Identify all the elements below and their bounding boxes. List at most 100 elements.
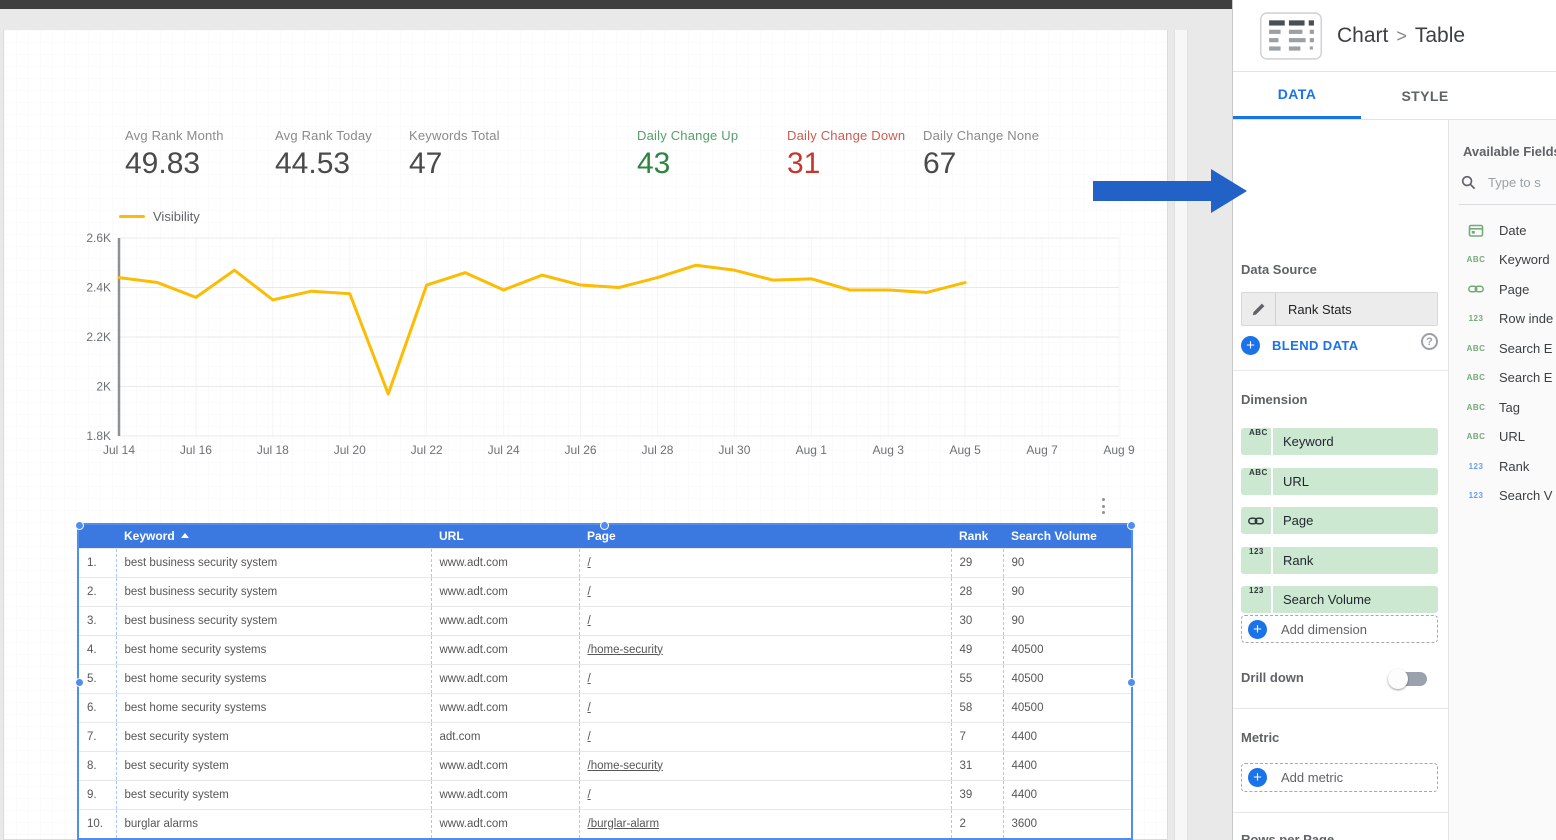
- tab-style[interactable]: STYLE: [1401, 87, 1449, 104]
- scorecard[interactable]: Daily Change None 67: [923, 128, 1073, 181]
- number-type-icon: 123: [1249, 586, 1264, 595]
- svg-text:2K: 2K: [96, 380, 111, 394]
- page-link[interactable]: /home-security: [587, 759, 663, 772]
- help-icon[interactable]: ?: [1421, 333, 1438, 350]
- rows-per-page-label: Rows per Page: [1241, 832, 1335, 840]
- page-cell[interactable]: /: [578, 721, 951, 751]
- panel-data-column: Data Source Rank Stats + BLEND DATA ? Di…: [1233, 120, 1448, 840]
- scorecard[interactable]: Avg Rank Today 44.53: [275, 128, 425, 181]
- plus-icon: +: [1248, 768, 1267, 787]
- page-link[interactable]: /: [587, 701, 591, 714]
- field-item-search-e[interactable]: ABC Search E: [1463, 336, 1553, 360]
- page-cell[interactable]: /: [578, 547, 951, 577]
- available-fields-panel: Available Fields Date ABC Keyword Page 123 Ro…: [1448, 120, 1556, 840]
- page-link[interactable]: /: [587, 614, 591, 627]
- page-cell[interactable]: /: [578, 605, 951, 635]
- dimension-section-label: Dimension: [1241, 392, 1308, 407]
- add-dimension-button[interactable]: + Add dimension: [1241, 615, 1438, 643]
- field-label: Date: [1499, 222, 1527, 238]
- dimension-chip-page[interactable]: Page: [1241, 507, 1438, 534]
- chip-label: Search Volume: [1273, 586, 1438, 613]
- scorecard-label: Keywords Total: [409, 128, 500, 143]
- page-cell[interactable]: /burglar-alarm: [578, 808, 951, 838]
- dimension-chip-url[interactable]: ABC URL: [1241, 467, 1438, 495]
- selection-handle-mid-right[interactable]: [1127, 678, 1136, 687]
- page-link[interactable]: /: [587, 556, 591, 569]
- column-header-page[interactable]: Page: [579, 525, 951, 548]
- panel-header: Chart > Table: [1233, 0, 1556, 72]
- selection-handle-mid-left[interactable]: [75, 678, 84, 687]
- field-search-input[interactable]: [1486, 174, 1556, 191]
- scorecard-label: Daily Change Up: [637, 128, 739, 143]
- sort-ascending-icon: [180, 533, 189, 539]
- page-cell[interactable]: /home-security: [578, 750, 951, 780]
- page-link[interactable]: /burglar-alarm: [587, 817, 660, 830]
- page-cell[interactable]: /: [578, 779, 951, 809]
- field-item-row-inde[interactable]: 123 Row inde: [1463, 307, 1554, 331]
- dimension-chip-search-volume[interactable]: 123 Search Volume: [1241, 586, 1438, 613]
- page-link[interactable]: /home-security: [587, 643, 663, 656]
- drill-down-label: Drill down: [1241, 670, 1304, 685]
- column-header-rank[interactable]: Rank: [951, 525, 1003, 548]
- report-canvas[interactable]: Avg Rank Month 49.83 Avg Rank Today 44.53 Ke…: [3, 30, 1168, 840]
- scorecard[interactable]: Avg Rank Month 49.83: [125, 128, 275, 181]
- page-link[interactable]: /: [587, 788, 591, 801]
- drill-down-toggle[interactable]: [1388, 669, 1427, 689]
- svg-text:Aug 1: Aug 1: [796, 443, 828, 457]
- field-item-page[interactable]: Page: [1463, 277, 1529, 301]
- page-link[interactable]: /: [587, 730, 591, 743]
- row-number: 6.: [79, 692, 116, 722]
- rank-data-table[interactable]: Keyword URL Page Rank Search Volume 1. best bu…: [77, 523, 1133, 840]
- text-type-icon: ABC: [1466, 373, 1486, 382]
- page-link[interactable]: /: [587, 672, 591, 685]
- table-header-row: Keyword URL Page Rank Search Volume: [79, 525, 1131, 548]
- data-source-field[interactable]: Rank Stats: [1241, 292, 1438, 326]
- page-cell[interactable]: /home-security: [578, 634, 951, 664]
- chip-label: URL: [1273, 467, 1438, 495]
- vertical-scrollbar[interactable]: [1174, 30, 1188, 840]
- field-item-url[interactable]: ABC URL: [1463, 425, 1525, 449]
- field-item-keyword[interactable]: ABC Keyword: [1463, 248, 1550, 272]
- volume-cell: 3600: [1002, 808, 1131, 838]
- selection-handle-top-center[interactable]: [600, 521, 609, 530]
- selection-handle-top-left[interactable]: [75, 521, 84, 530]
- page-cell[interactable]: /: [578, 692, 951, 722]
- number-type-icon: 123: [1468, 461, 1484, 471]
- scorecard[interactable]: Daily Change Down 31: [787, 128, 937, 181]
- scorecard[interactable]: Keywords Total 47: [409, 128, 559, 181]
- url-cell: adt.com: [430, 721, 579, 751]
- blend-data-button[interactable]: + BLEND DATA: [1241, 332, 1359, 358]
- field-item-rank[interactable]: 123 Rank: [1463, 454, 1530, 478]
- field-item-date[interactable]: Date: [1463, 218, 1526, 242]
- column-header-search-volume[interactable]: Search Volume: [1003, 525, 1131, 548]
- tab-data[interactable]: DATA: [1233, 72, 1361, 119]
- field-item-search-e[interactable]: ABC Search E: [1463, 366, 1553, 390]
- dimension-chip-rank[interactable]: 123 Rank: [1241, 546, 1438, 574]
- field-label: Rank: [1499, 458, 1530, 474]
- chip-label: Rank: [1273, 546, 1438, 574]
- edit-pencil-icon[interactable]: [1242, 293, 1276, 325]
- rank-cell: 58: [950, 692, 1003, 722]
- page-cell[interactable]: /: [578, 576, 951, 606]
- table-overflow-menu-icon[interactable]: [1098, 498, 1108, 514]
- dimension-chip-keyword[interactable]: ABC Keyword: [1241, 428, 1438, 455]
- selection-handle-top-right[interactable]: [1127, 521, 1136, 530]
- text-type-icon: ABC: [1466, 343, 1486, 353]
- keyword-cell: burglar alarms: [115, 808, 431, 838]
- add-metric-button[interactable]: + Add metric: [1241, 763, 1438, 792]
- column-header-keyword[interactable]: Keyword: [116, 525, 431, 548]
- field-item-search-v[interactable]: 123 Search V: [1463, 484, 1553, 508]
- field-search[interactable]: [1461, 174, 1556, 191]
- page-link[interactable]: /: [587, 585, 591, 598]
- page-cell[interactable]: /: [578, 663, 951, 693]
- svg-text:Aug 5: Aug 5: [949, 443, 981, 457]
- table-row: 1. best business security system www.adt.c…: [79, 547, 1131, 577]
- row-number: 9.: [79, 779, 116, 809]
- column-header-url[interactable]: URL: [431, 525, 579, 548]
- scorecard[interactable]: Daily Change Up 43: [637, 128, 787, 181]
- field-item-tag[interactable]: ABC Tag: [1463, 395, 1520, 419]
- keyword-cell: best home security systems: [115, 692, 431, 722]
- volume-cell: 90: [1002, 547, 1131, 577]
- keyword-cell: best business security system: [115, 547, 431, 577]
